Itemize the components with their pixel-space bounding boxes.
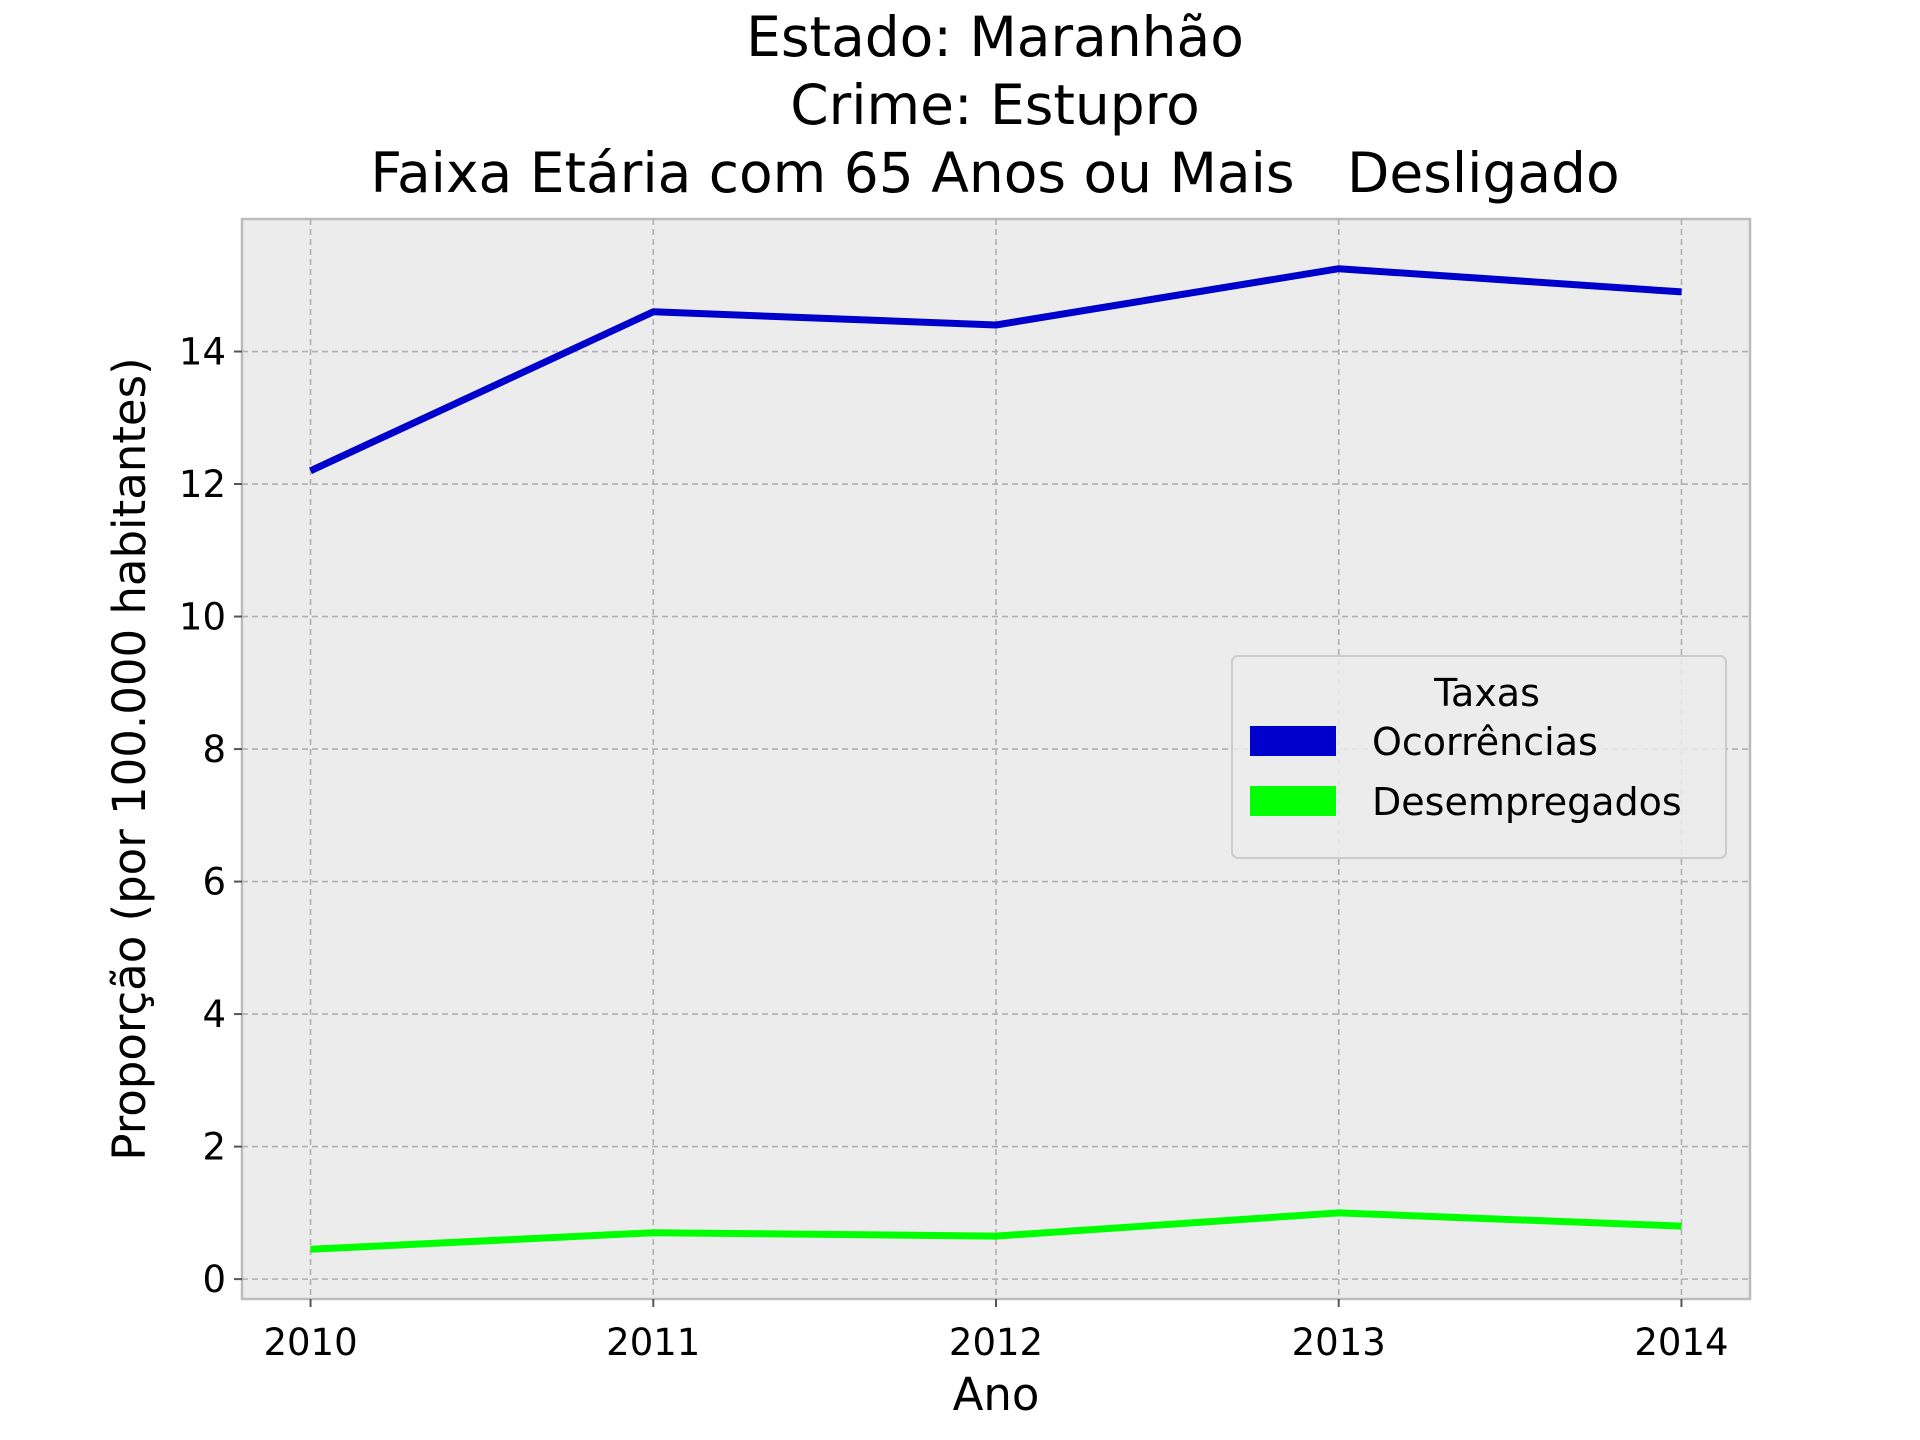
y-tick-label: 4 xyxy=(202,993,226,1036)
x-axis-label: Ano xyxy=(953,1368,1040,1421)
legend: Taxas Ocorrências Desempregados xyxy=(1231,655,1727,859)
legend-title: Taxas xyxy=(1433,671,1540,715)
legend-box xyxy=(1231,655,1727,859)
series-line-1 xyxy=(310,1209,1682,1253)
x-tick-label: 2012 xyxy=(949,1321,1043,1364)
x-tick-label: 2014 xyxy=(1634,1321,1728,1364)
x-tick-label: 2013 xyxy=(1292,1321,1386,1364)
x-tick-label: 2011 xyxy=(606,1321,700,1364)
series-layer xyxy=(309,265,1682,1253)
grid-lines xyxy=(242,219,1750,1299)
chart-title-line-1: Estado: Maranhão xyxy=(746,5,1244,69)
x-tick-label: 2010 xyxy=(263,1321,357,1364)
series-line-0 xyxy=(309,265,1682,474)
legend-swatch xyxy=(1250,786,1336,816)
y-tick-label: 6 xyxy=(202,861,226,904)
y-tick-label: 14 xyxy=(179,331,226,374)
axis-ticks: 2010 2011 2012 2013 2014 0 2 4 6 8 10 12 14 xyxy=(179,331,1729,1364)
legend-label: Ocorrências xyxy=(1372,720,1598,764)
chart-title-line-3: Faixa Etária com 65 Anos ou Mais Desliga… xyxy=(370,141,1619,205)
y-tick-label: 10 xyxy=(179,596,226,639)
legend-swatch xyxy=(1250,726,1336,756)
y-tick-label: 8 xyxy=(202,728,226,771)
chart-title-line-2: Crime: Estupro xyxy=(790,73,1200,137)
y-tick-label: 0 xyxy=(202,1258,226,1301)
y-tick-label: 12 xyxy=(179,463,226,506)
y-tick-label: 2 xyxy=(202,1126,226,1169)
y-axis-label: Proporção (por 100.000 habitantes) xyxy=(103,357,156,1160)
legend-label: Desempregados xyxy=(1372,780,1682,824)
